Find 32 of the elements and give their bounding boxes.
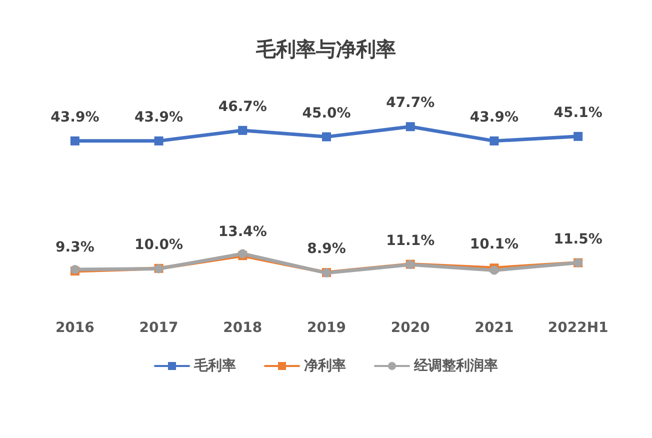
data-label: 45.1% [554, 104, 602, 121]
data-label: 47.7% [386, 95, 435, 112]
data-label: 11.5% [554, 231, 602, 248]
data-label: 11.1% [386, 232, 435, 249]
data-label: 13.4% [218, 224, 267, 240]
data-label: 43.9% [470, 109, 519, 126]
point [70, 136, 80, 146]
data-label: 43.9% [50, 109, 100, 126]
x-tick-label: 2020 [390, 320, 430, 336]
point [574, 132, 583, 141]
legend-label: 经调整利润率 [413, 357, 498, 374]
data-label: 10.0% [134, 236, 184, 253]
data-label: 8.9% [307, 241, 346, 258]
data-label: 9.3% [56, 240, 94, 256]
x-tick-label: 2021 [474, 320, 514, 336]
legend-label: 净利率 [304, 357, 346, 374]
data-label: 45.0% [302, 105, 351, 122]
x-tick-label: 2016 [55, 320, 94, 336]
x-tick-label: 2022H1 [548, 320, 608, 336]
point [490, 136, 499, 146]
data-label: 43.9% [134, 109, 184, 126]
x-tick-label: 2017 [139, 320, 178, 336]
data-label: 46.7% [218, 98, 267, 115]
point [238, 126, 248, 135]
x-tick-label: 2018 [223, 320, 262, 336]
data-label: 10.1% [470, 236, 519, 253]
point [406, 122, 415, 132]
chart-title: 毛利率与净利率 [255, 37, 396, 61]
legend-label: 毛利率 [193, 357, 236, 374]
x-tick-label: 2019 [307, 320, 346, 336]
point [154, 136, 164, 146]
point [322, 132, 331, 142]
